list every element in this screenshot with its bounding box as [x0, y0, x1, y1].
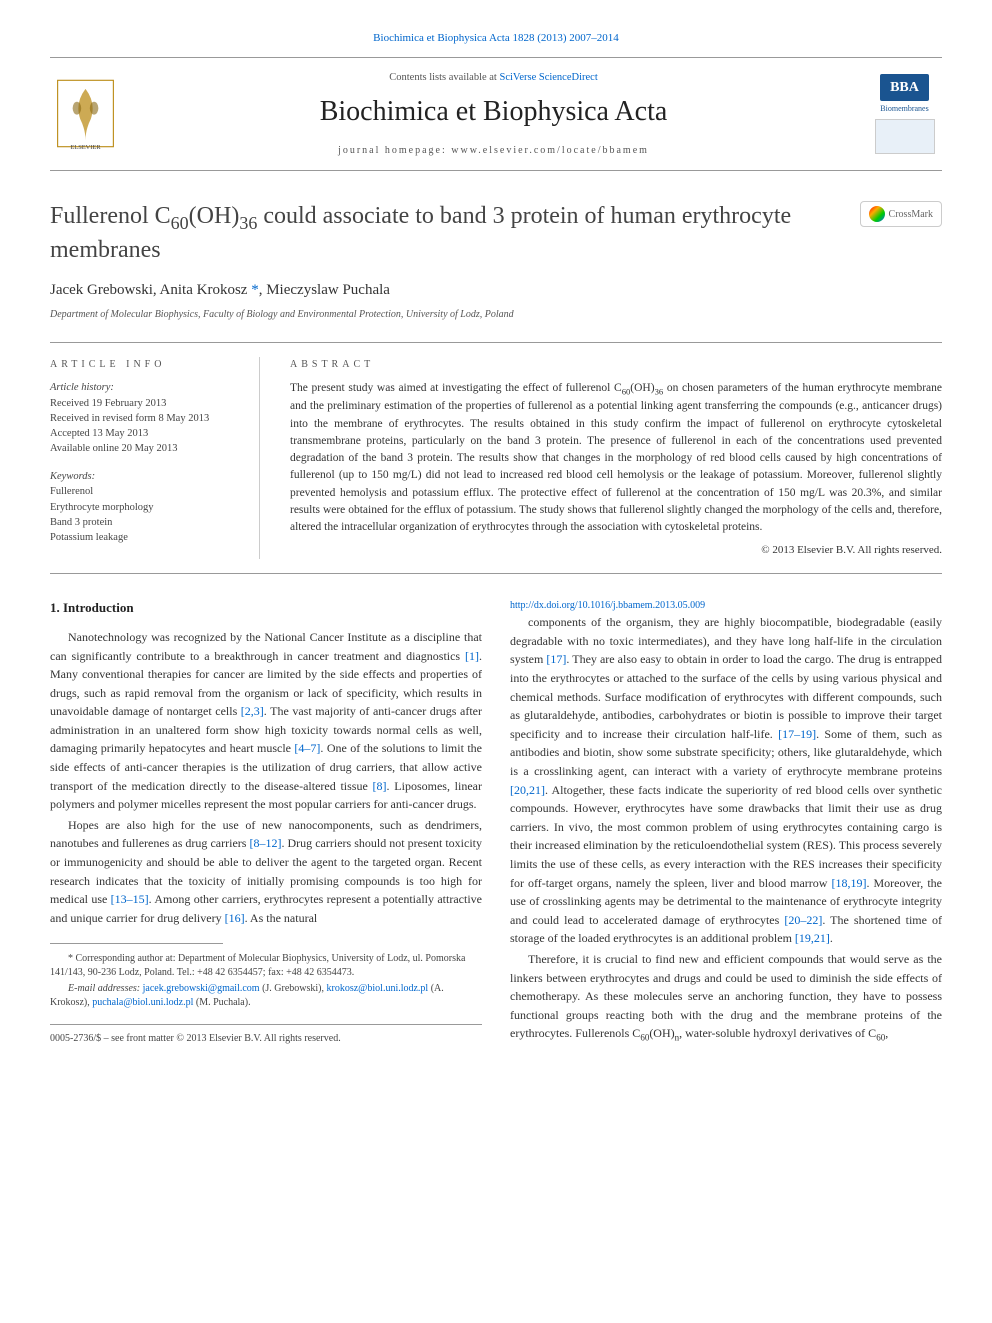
doi-link[interactable]: http://dx.doi.org/10.1016/j.bbamem.2013.… [510, 600, 705, 611]
footnote-divider [50, 943, 223, 944]
history-label: Article history: [50, 382, 114, 393]
keywords-label: Keywords: [50, 471, 95, 482]
body-para: components of the organism, they are hig… [510, 613, 942, 948]
body-para: Nanotechnology was recognized by the Nat… [50, 628, 482, 814]
journal-center: Contents lists available at SciVerse Sci… [120, 70, 867, 159]
email-footnote: E-mail addresses: jacek.grebowski@gmail.… [50, 982, 482, 1010]
article-info-label: ARTICLE INFO [50, 357, 239, 372]
svg-text:ELSEVIER: ELSEVIER [70, 144, 101, 151]
contents-prefix: Contents lists available at [389, 72, 499, 83]
article-history: Article history: Received 19 February 20… [50, 380, 239, 457]
affiliation: Department of Molecular Biophysics, Facu… [50, 307, 942, 322]
abstract-column: ABSTRACT The present study was aimed at … [290, 357, 942, 559]
history-line: Accepted 13 May 2013 [50, 426, 239, 441]
crossmark-label: CrossMark [889, 207, 933, 222]
intro-heading: 1. Introduction [50, 598, 482, 618]
keywords-block: Keywords: Fullerenol Erythrocyte morphol… [50, 469, 239, 546]
keyword: Potassium leakage [50, 530, 239, 545]
abstract-label: ABSTRACT [290, 357, 942, 372]
elsevier-logo: ELSEVIER [50, 74, 120, 154]
article-title-row: Fullerenol C60(OH)36 could associate to … [50, 201, 942, 264]
bba-cover-thumb [875, 119, 935, 154]
journal-homepage: journal homepage: www.elsevier.com/locat… [120, 143, 867, 158]
journal-title: Biochimica et Biophysica Acta [120, 91, 867, 133]
keyword: Band 3 protein [50, 515, 239, 530]
abstract-copyright: © 2013 Elsevier B.V. All rights reserved… [290, 542, 942, 559]
keyword: Erythrocyte morphology [50, 500, 239, 515]
history-line: Received in revised form 8 May 2013 [50, 411, 239, 426]
bba-badge: BBA [880, 74, 929, 101]
article-info: ARTICLE INFO Article history: Received 1… [50, 357, 260, 559]
history-line: Available online 20 May 2013 [50, 441, 239, 456]
sciencedirect-link[interactable]: SciVerse ScienceDirect [499, 72, 597, 83]
contents-list: Contents lists available at SciVerse Sci… [120, 70, 867, 86]
authors: Jacek Grebowski, Anita Krokosz *, Mieczy… [50, 279, 942, 302]
journal-header: ELSEVIER Contents lists available at Sci… [50, 57, 942, 172]
info-abstract-block: ARTICLE INFO Article history: Received 1… [50, 342, 942, 574]
footer-copyright: 0005-2736/$ – see front matter © 2013 El… [50, 1031, 482, 1047]
body-text: 1. Introduction Nanotechnology was recog… [50, 598, 942, 1048]
article-title: Fullerenol C60(OH)36 could associate to … [50, 201, 860, 264]
body-para: Hopes are also high for the use of new n… [50, 816, 482, 928]
bba-logo: BBA Biomembranes [867, 74, 942, 154]
crossmark-badge[interactable]: CrossMark [860, 201, 942, 227]
bba-sub: Biomembranes [880, 103, 928, 115]
body-para: Therefore, it is crucial to find new and… [510, 950, 942, 1046]
history-line: Received 19 February 2013 [50, 396, 239, 411]
keyword: Fullerenol [50, 484, 239, 499]
corr-footnote: * Corresponding author at: Department of… [50, 952, 482, 980]
abstract-text: The present study was aimed at investiga… [290, 380, 942, 536]
crossmark-icon [869, 206, 885, 222]
emails-label: E-mail addresses: [68, 983, 140, 994]
journal-citation: Biochimica et Biophysica Acta 1828 (2013… [50, 30, 942, 57]
